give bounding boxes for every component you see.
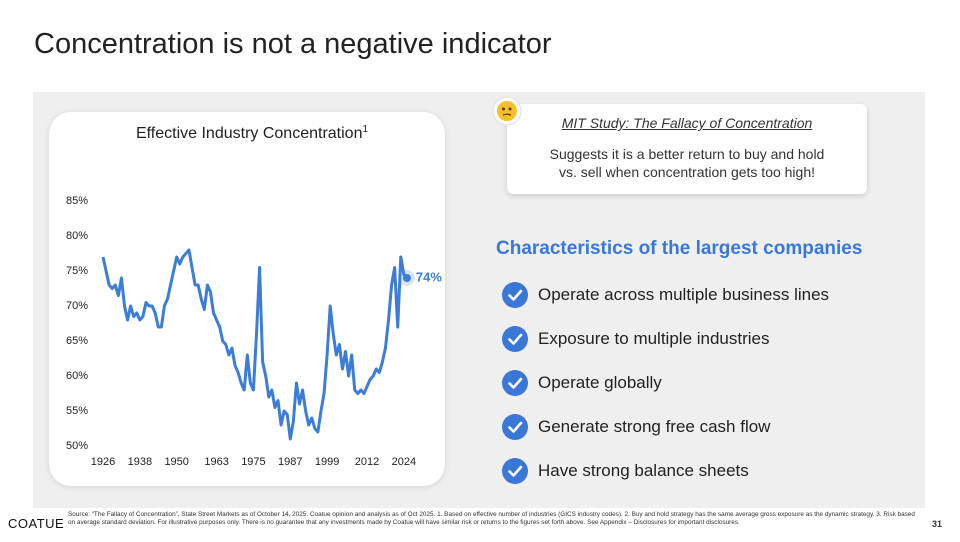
- x-tick-label: 2012: [355, 456, 379, 468]
- x-tick-label: 1963: [204, 456, 228, 468]
- list-item-text: Operate across multiple business lines: [538, 285, 830, 304]
- x-tick-label: 1926: [91, 456, 115, 468]
- y-tick-label: 75%: [66, 265, 88, 277]
- y-tick-label: 65%: [66, 335, 88, 347]
- thinking-icon: [492, 96, 522, 126]
- list-item: Exposure to multiple industries: [502, 325, 770, 353]
- check-icon: [502, 370, 528, 396]
- callout-text: Suggests it is a better return to buy an…: [549, 146, 825, 180]
- check-icon: [502, 282, 528, 308]
- y-tick-label: 60%: [66, 370, 88, 382]
- y-tick-label: 85%: [66, 195, 88, 207]
- x-tick-label: 1938: [128, 456, 152, 468]
- footnote: Source: “The Fallacy of Concentration”, …: [68, 511, 915, 526]
- chart-title: Effective Industry Concentration1: [136, 124, 369, 143]
- x-tick-label: 1999: [315, 456, 339, 468]
- check-icon: [502, 414, 528, 440]
- x-tick-label: 2024: [392, 456, 416, 468]
- annotation-label: 74%: [416, 269, 442, 284]
- list-item-text: Exposure to multiple industries: [538, 329, 770, 348]
- list-item-text: Generate strong free cash flow: [538, 417, 771, 436]
- logo: COATUE: [8, 516, 65, 531]
- x-tick-label: 1987: [278, 456, 302, 468]
- annotation-point: [402, 274, 411, 282]
- list-item: Have strong balance sheets: [502, 457, 749, 485]
- y-tick-label: 50%: [66, 440, 88, 452]
- list-item-text: Operate globally: [538, 373, 662, 392]
- list-item: Operate across multiple business lines: [502, 281, 829, 309]
- x-tick-label: 1950: [164, 456, 188, 468]
- page-number: 31: [932, 519, 943, 529]
- callout: MIT Study: The Fallacy of Concentration …: [507, 104, 867, 194]
- x-tick-label: 1975: [241, 456, 265, 468]
- chart-title-note: 1: [362, 124, 368, 135]
- slide-title: Concentration is not a negative indicato…: [34, 28, 552, 60]
- y-tick-label: 55%: [66, 405, 88, 417]
- check-icon: [502, 326, 528, 352]
- chart-card: [49, 112, 445, 486]
- list-item: Operate globally: [502, 369, 662, 397]
- list-item: Generate strong free cash flow: [502, 413, 770, 441]
- section-heading: Characteristics of the largest companies: [496, 238, 863, 259]
- y-tick-label: 80%: [66, 230, 88, 242]
- data-line: [101, 248, 409, 441]
- callout-title: MIT Study: The Fallacy of Concentration: [561, 115, 813, 131]
- check-icon: [502, 458, 528, 484]
- chart-title-text: Effective Industry Concentration: [136, 125, 363, 142]
- list-item-text: Have strong balance sheets: [538, 461, 749, 480]
- y-tick-label: 70%: [66, 300, 88, 312]
